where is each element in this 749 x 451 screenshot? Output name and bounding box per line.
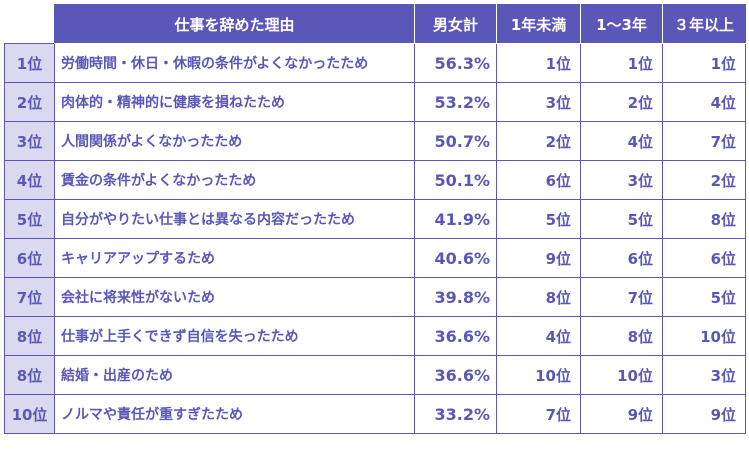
rank-cell: 1位 (4, 43, 55, 83)
rank-3-years-or-more-cell: 10位 (662, 316, 746, 356)
reason-cell: 結婚・出産のため (54, 355, 415, 395)
rank-cell: 8位 (4, 355, 55, 395)
rank-3-years-or-more-cell: 4位 (662, 82, 746, 122)
header-row: 仕事を辞めた理由 男女計 1年未満 1～3年 ３年以上 (4, 4, 746, 44)
rank-cell: 7位 (4, 277, 55, 317)
reason-cell: キャリアアップするため (54, 238, 415, 278)
rank-less-than-1-year-cell: 6位 (496, 160, 581, 200)
table-row: 3位 人間関係がよくなかったため 50.7% 2位 4位 7位 (4, 121, 746, 161)
rank-less-than-1-year-cell: 9位 (496, 238, 581, 278)
total-percent-cell: 53.2% (414, 82, 497, 122)
rank-3-years-or-more-cell: 8位 (662, 199, 746, 239)
table-row: 6位 キャリアアップするため 40.6% 9位 6位 6位 (4, 238, 746, 278)
header-3-years-or-more: ３年以上 (662, 4, 746, 44)
rank-less-than-1-year-cell: 1位 (496, 43, 581, 83)
rank-1-to-3-years-cell: 10位 (580, 355, 663, 395)
rank-1-to-3-years-cell: 1位 (580, 43, 663, 83)
total-percent-cell: 40.6% (414, 238, 497, 278)
rank-1-to-3-years-cell: 3位 (580, 160, 663, 200)
reason-cell: 人間関係がよくなかったため (54, 121, 415, 161)
corner-cell (4, 4, 55, 44)
rank-less-than-1-year-cell: 2位 (496, 121, 581, 161)
rank-3-years-or-more-cell: 9位 (662, 394, 746, 434)
rank-cell: 8位 (4, 316, 55, 356)
rank-1-to-3-years-cell: 4位 (580, 121, 663, 161)
table-row: 10位 ノルマや責任が重すぎたため 33.2% 7位 9位 9位 (4, 394, 746, 434)
rank-1-to-3-years-cell: 9位 (580, 394, 663, 434)
rank-1-to-3-years-cell: 2位 (580, 82, 663, 122)
rank-cell: 6位 (4, 238, 55, 278)
rank-cell: 3位 (4, 121, 55, 161)
rank-cell: 10位 (4, 394, 55, 434)
total-percent-cell: 33.2% (414, 394, 497, 434)
rank-cell: 4位 (4, 160, 55, 200)
total-percent-cell: 41.9% (414, 199, 497, 239)
rank-less-than-1-year-cell: 10位 (496, 355, 581, 395)
rank-less-than-1-year-cell: 4位 (496, 316, 581, 356)
header-total: 男女計 (414, 4, 497, 44)
table-row: 7位 会社に将来性がないため 39.8% 8位 7位 5位 (4, 277, 746, 317)
header-reason: 仕事を辞めた理由 (54, 4, 415, 44)
rank-less-than-1-year-cell: 7位 (496, 394, 581, 434)
reason-cell: ノルマや責任が重すぎたため (54, 394, 415, 434)
rank-3-years-or-more-cell: 7位 (662, 121, 746, 161)
rank-1-to-3-years-cell: 7位 (580, 277, 663, 317)
rank-3-years-or-more-cell: 5位 (662, 277, 746, 317)
rank-3-years-or-more-cell: 1位 (662, 43, 746, 83)
rank-1-to-3-years-cell: 5位 (580, 199, 663, 239)
table-row: 5位 自分がやりたい仕事とは異なる内容だったため 41.9% 5位 5位 8位 (4, 199, 746, 239)
total-percent-cell: 56.3% (414, 43, 497, 83)
table-row: 8位 結婚・出産のため 36.6% 10位 10位 3位 (4, 355, 746, 395)
header-less-than-1-year: 1年未満 (496, 4, 581, 44)
header-1-to-3-years: 1～3年 (580, 4, 663, 44)
reason-cell: 仕事が上手くできず自信を失ったため (54, 316, 415, 356)
total-percent-cell: 39.8% (414, 277, 497, 317)
rank-cell: 2位 (4, 82, 55, 122)
rank-3-years-or-more-cell: 2位 (662, 160, 746, 200)
table-body: 1位 労働時間・休日・休暇の条件がよくなかったため 56.3% 1位 1位 1位… (4, 43, 746, 434)
rank-3-years-or-more-cell: 6位 (662, 238, 746, 278)
table-row: 2位 肉体的・精神的に健康を損ねたため 53.2% 3位 2位 4位 (4, 82, 746, 122)
total-percent-cell: 36.6% (414, 316, 497, 356)
reason-cell: 賃金の条件がよくなかったため (54, 160, 415, 200)
total-percent-cell: 36.6% (414, 355, 497, 395)
table-row: 1位 労働時間・休日・休暇の条件がよくなかったため 56.3% 1位 1位 1位 (4, 43, 746, 83)
reason-cell: 労働時間・休日・休暇の条件がよくなかったため (54, 43, 415, 83)
rank-less-than-1-year-cell: 5位 (496, 199, 581, 239)
table-row: 8位 仕事が上手くできず自信を失ったため 36.6% 4位 8位 10位 (4, 316, 746, 356)
reason-cell: 自分がやりたい仕事とは異なる内容だったため (54, 199, 415, 239)
rank-1-to-3-years-cell: 8位 (580, 316, 663, 356)
total-percent-cell: 50.7% (414, 121, 497, 161)
rank-cell: 5位 (4, 199, 55, 239)
reason-cell: 会社に将来性がないため (54, 277, 415, 317)
resignation-reasons-table: 仕事を辞めた理由 男女計 1年未満 1～3年 ３年以上 1位 労働時間・休日・休… (4, 4, 746, 434)
table-row: 4位 賃金の条件がよくなかったため 50.1% 6位 3位 2位 (4, 160, 746, 200)
rank-less-than-1-year-cell: 8位 (496, 277, 581, 317)
rank-less-than-1-year-cell: 3位 (496, 82, 581, 122)
total-percent-cell: 50.1% (414, 160, 497, 200)
reason-cell: 肉体的・精神的に健康を損ねたため (54, 82, 415, 122)
rank-1-to-3-years-cell: 6位 (580, 238, 663, 278)
rank-3-years-or-more-cell: 3位 (662, 355, 746, 395)
